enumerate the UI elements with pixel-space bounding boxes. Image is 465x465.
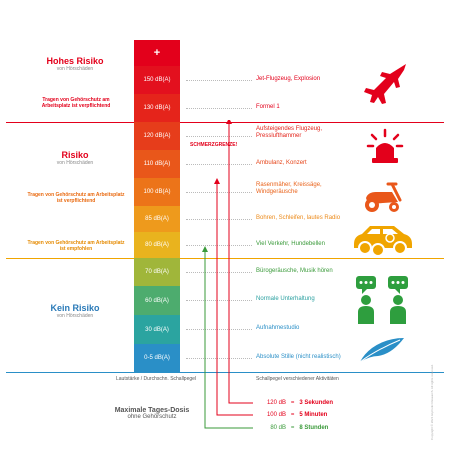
note-recommended: Tragen von Gehörschutz am Arbeitsplatz i… [27, 240, 125, 252]
example-label: Absolute Stille (nicht realistisch) [256, 354, 341, 360]
scale-level-label: 100 dB(A) [143, 189, 171, 195]
note-mandatory-mid: Tragen von Gehörschutz am Arbeitsplatz i… [27, 192, 125, 204]
fighter-jet-icon [364, 64, 406, 104]
scale-level-100: 100 dB(A) [134, 178, 180, 206]
zone-none-subtitle: von Hörschäden [56, 313, 94, 319]
dose-level: 100 dB [266, 412, 286, 418]
example-label: Jet-Flugzeug, Explosion [256, 76, 321, 82]
dose-time: 3 Sekunden [299, 400, 334, 406]
zone-risk-subtitle: von Hörschäden [56, 160, 94, 166]
copyright: Copyright © 2021 Etymotic Research. All … [430, 364, 434, 440]
scale-level-label: 30 dB(A) [145, 326, 169, 333]
left-caption: Lautstärke / Durchschn. Schallpegel [116, 376, 197, 382]
scale-level-label: 120 dB(A) [143, 133, 171, 139]
scale-level-120: 120 dB(A) [134, 122, 180, 150]
scale-level-label: 85 dB(A) [145, 216, 169, 222]
right-caption: Schallpegel verschiedener Aktivitäten [256, 376, 339, 382]
leader-line [186, 245, 252, 246]
example-label: Viel Verkehr, Hundebellen [256, 241, 325, 247]
separator-high-risk [6, 122, 444, 123]
zone-high-title: Hohes Risiko [46, 56, 104, 66]
leader-line [186, 80, 252, 81]
scale-level-85: 85 dB(A) [134, 206, 180, 232]
scale-level-70: 70 dB(A) [134, 258, 180, 286]
dose-connectors [202, 120, 253, 429]
scale-plus: + [134, 40, 180, 66]
separator-bottom [6, 372, 444, 373]
example-label: Ambulanz, Konzert [256, 160, 307, 166]
dose-title: Maximale Tages-Dosis [114, 407, 190, 414]
zone-risk-title: Risiko [61, 150, 89, 160]
leader-line [186, 300, 252, 301]
zone-high-subtitle: von Hörschäden [56, 66, 94, 72]
dose-row: 80 dB = 8 Stunden [256, 425, 376, 432]
zone-risk: Risiko von Hörschäden [20, 150, 130, 166]
conversation-people-icon [356, 276, 408, 324]
example-label: Aufsteigendes Flugzeug, Presslufthammer [256, 126, 323, 139]
dose-subtitle: ohne Gehörschutz [127, 414, 177, 420]
leader-line [186, 272, 252, 273]
example-label: Formel 1 [256, 104, 280, 110]
scale-level-label: 110 dB(A) [143, 161, 171, 167]
scale-level-150: 150 dB(A) [134, 66, 180, 94]
scale-level-110: 110 dB(A) [134, 150, 180, 178]
scale-level-130: 130 dB(A) [134, 94, 180, 122]
dose-row: 100 dB = 5 Minuten [256, 412, 376, 419]
dose-level: 80 dB [270, 425, 286, 431]
lawn-mower-icon [365, 182, 402, 212]
leader-line [186, 164, 252, 165]
dose-eq: = [290, 400, 295, 406]
dose-row: 120 dB = 3 Sekunden [256, 400, 376, 407]
scale-level-label: 60 dB(A) [145, 297, 169, 304]
car-and-motorbike-icon [354, 226, 412, 257]
scale-level-label: 80 dB(A) [145, 242, 169, 248]
siren-icon [366, 128, 404, 163]
example-label: Bürogeräusche, Musik hören [256, 268, 333, 274]
example-label: Bohren, Schleifen, lautes Radio [256, 215, 341, 221]
scale-level-label: 0-5 dB(A) [144, 355, 170, 361]
zone-none-title: Kein Risiko [50, 303, 100, 313]
dose-heading: Maximale Tages-Dosis ohne Gehörschutz [110, 407, 194, 420]
scale-level-label: 70 dB(A) [145, 269, 169, 275]
scale-level-label: 150 dB(A) [143, 77, 171, 83]
dose-eq: = [290, 425, 295, 431]
zone-high: Hohes Risiko von Hörschäden [20, 56, 130, 72]
feather-icon [359, 338, 404, 363]
leader-line [186, 219, 252, 220]
scale-level-0-5: 0-5 dB(A) [134, 344, 180, 372]
leader-line [186, 136, 252, 137]
dose-time: 8 Stunden [299, 425, 329, 431]
scale-level-30: 30 dB(A) [134, 315, 180, 344]
leader-line [186, 192, 252, 193]
plus-icon: + [153, 47, 161, 59]
note-mandatory-high: Tragen von Gehörschutz am Arbeitsplatz i… [41, 97, 111, 109]
scale-level-label: 130 dB(A) [143, 105, 171, 111]
zone-none: Kein Risiko von Hörschäden [20, 303, 130, 319]
dose-eq: = [290, 412, 295, 418]
leader-line [186, 358, 252, 359]
separator-risk-low [6, 258, 444, 259]
dose-level: 120 dB [266, 400, 286, 406]
example-label: Rasenmäher, Kreissäge, Windgeräusche [256, 182, 322, 195]
scale-level-60: 60 dB(A) [134, 286, 180, 315]
leader-line [186, 329, 252, 330]
pain-threshold-label: SCHMERZGRENZE! [190, 142, 238, 148]
example-label: Normale Unterhaltung [256, 296, 315, 302]
leader-line [186, 108, 252, 109]
scale-level-80: 80 dB(A) [134, 232, 180, 258]
example-label: Aufnahmestudio [256, 325, 300, 331]
dose-time: 5 Minuten [299, 412, 328, 418]
